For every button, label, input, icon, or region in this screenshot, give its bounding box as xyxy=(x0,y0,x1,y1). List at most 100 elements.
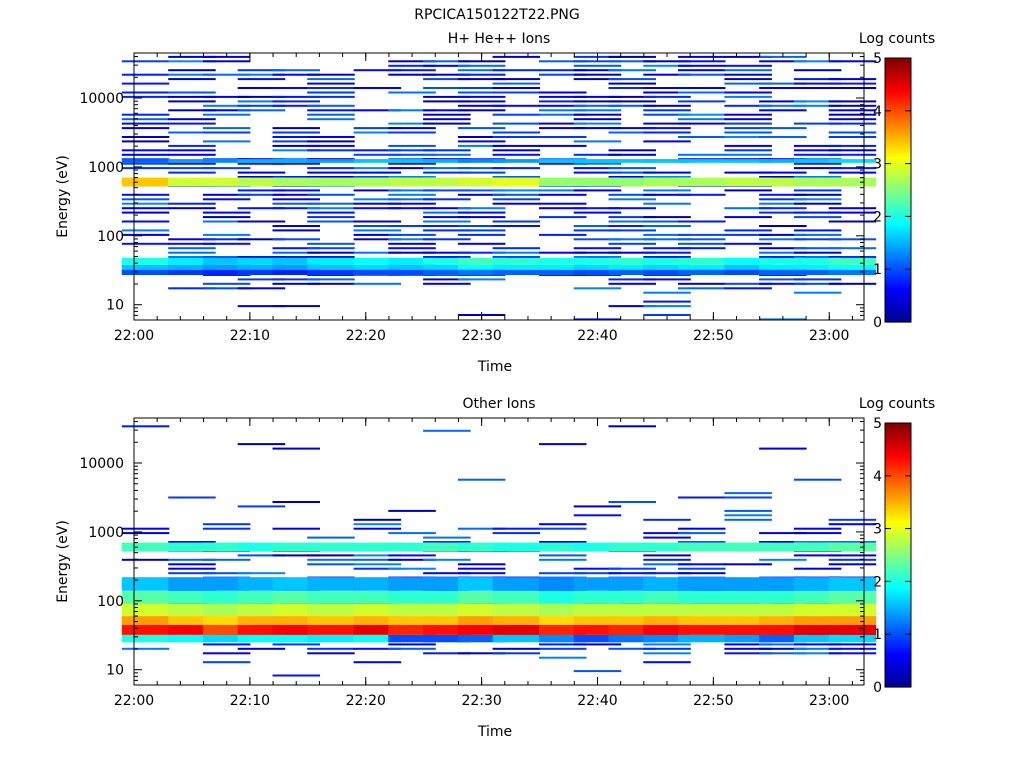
heatmap-cell xyxy=(272,257,320,265)
heatmap-cell xyxy=(608,87,656,89)
heatmap-cell xyxy=(759,127,807,130)
colorbar-swatch xyxy=(885,116,911,120)
heatmap-cell xyxy=(759,264,807,270)
heatmap-cell xyxy=(272,643,320,646)
heatmap-cell xyxy=(573,78,622,81)
y-axis-label: Energy (eV) xyxy=(55,520,71,603)
heatmap-cell xyxy=(678,233,726,236)
heatmap-cell xyxy=(121,229,170,232)
heatmap-cell xyxy=(492,652,541,655)
heatmap-cell xyxy=(492,153,541,156)
heatmap-cell xyxy=(828,652,877,655)
colorbar-swatch xyxy=(885,153,911,157)
colorbar-swatch xyxy=(885,208,911,212)
heatmap-cell xyxy=(168,563,216,566)
heatmap-cell xyxy=(388,207,436,210)
heatmap-cell xyxy=(828,554,877,557)
heatmap-cell xyxy=(168,60,216,63)
heatmap-cell xyxy=(457,167,506,170)
heatmap-cell xyxy=(168,177,216,187)
heatmap-cell xyxy=(759,225,807,227)
heatmap-cell xyxy=(678,496,726,499)
heatmap-cell xyxy=(724,55,772,58)
heatmap-cell xyxy=(353,202,402,205)
heatmap-cell xyxy=(608,257,656,265)
colorbar-swatch xyxy=(885,232,911,236)
heatmap-cell xyxy=(678,616,726,625)
colorbar-swatch xyxy=(885,58,911,62)
colorbar-swatch xyxy=(885,459,911,464)
heatmap-cell xyxy=(423,429,471,432)
heatmap-cell xyxy=(237,256,286,259)
heatmap-cell xyxy=(793,122,842,125)
heatmap-cell xyxy=(121,257,170,265)
heatmap-cell xyxy=(793,647,842,650)
colorbar-swatch xyxy=(885,652,911,656)
heatmap-cell xyxy=(121,198,170,201)
heatmap-cell xyxy=(539,100,587,103)
heatmap-cell xyxy=(643,176,691,178)
colorbar-swatch xyxy=(885,168,911,173)
heatmap-cell xyxy=(724,282,772,285)
heatmap-cell xyxy=(202,216,251,219)
heatmap-cell xyxy=(759,136,807,138)
heatmap-cell xyxy=(643,87,691,89)
heatmap-cell xyxy=(678,238,726,241)
heatmap-cell xyxy=(202,616,251,625)
heatmap-cell xyxy=(121,220,170,223)
heatmap-cell xyxy=(202,211,251,214)
colorbar-swatch xyxy=(885,555,911,559)
colorbar-swatch xyxy=(885,618,911,622)
heatmap-cell xyxy=(353,257,402,265)
colorbar-swatch xyxy=(885,668,911,672)
heatmap-cell xyxy=(492,264,541,270)
heatmap-cell xyxy=(573,264,622,270)
colorbar-swatch xyxy=(885,203,911,207)
heatmap-cell xyxy=(272,527,320,530)
colorbar-swatch xyxy=(885,195,911,199)
heatmap-cell xyxy=(793,264,842,270)
colorbar-swatch xyxy=(885,160,911,165)
heatmap-cell xyxy=(643,238,691,241)
heatmap-cell xyxy=(608,153,656,156)
heatmap-cell xyxy=(457,216,506,219)
heatmap-cell xyxy=(539,193,587,196)
heatmap-cell xyxy=(121,624,170,635)
heatmap-cell xyxy=(168,251,216,254)
colorbar-swatch xyxy=(885,581,911,585)
heatmap-cell xyxy=(307,176,355,178)
colorbar-swatch xyxy=(885,425,911,429)
figure-title: RPCICA150122T22.PNG xyxy=(414,7,579,23)
heatmap-cell xyxy=(828,541,877,543)
heatmap-cell xyxy=(237,104,286,107)
heatmap-cell xyxy=(724,136,772,138)
heatmap-cell xyxy=(643,643,691,646)
colorbar-swatch xyxy=(885,557,911,561)
heatmap-cell xyxy=(353,647,402,650)
heatmap-cell xyxy=(539,207,587,210)
heatmap-cell xyxy=(423,536,471,539)
heatmap-cell xyxy=(573,643,622,646)
heatmap-cell xyxy=(492,527,541,530)
heatmap-cell xyxy=(388,542,436,552)
colorbar-swatch xyxy=(885,92,911,96)
heatmap-cell xyxy=(608,171,656,174)
heatmap-cell xyxy=(828,131,877,134)
heatmap-cell xyxy=(828,211,877,214)
colorbar-swatch xyxy=(885,292,911,297)
heatmap-cell xyxy=(539,109,587,112)
heatmap-cell xyxy=(202,264,251,270)
heatmap-cell xyxy=(423,159,471,163)
colorbar-swatch xyxy=(885,84,911,88)
heatmap-cell xyxy=(353,523,402,526)
heatmap-cell xyxy=(678,287,726,290)
heatmap-cell xyxy=(492,220,541,223)
heatmap-cell xyxy=(237,171,286,174)
heatmap-cell xyxy=(168,95,216,98)
colorbar-swatch xyxy=(885,308,911,313)
heatmap-cell xyxy=(573,238,622,241)
heatmap-cell xyxy=(237,109,286,112)
heatmap-cell xyxy=(237,220,286,223)
heatmap-cell xyxy=(678,532,726,535)
heatmap-cell xyxy=(793,149,842,152)
